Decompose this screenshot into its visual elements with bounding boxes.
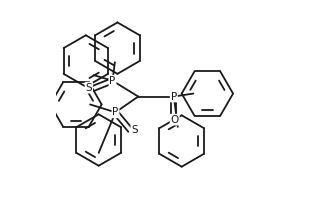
Text: P: P bbox=[170, 92, 177, 101]
Text: S: S bbox=[86, 83, 92, 93]
Text: P: P bbox=[109, 76, 116, 86]
Text: P: P bbox=[112, 107, 119, 117]
Text: O: O bbox=[170, 115, 179, 125]
Text: S: S bbox=[131, 125, 138, 135]
